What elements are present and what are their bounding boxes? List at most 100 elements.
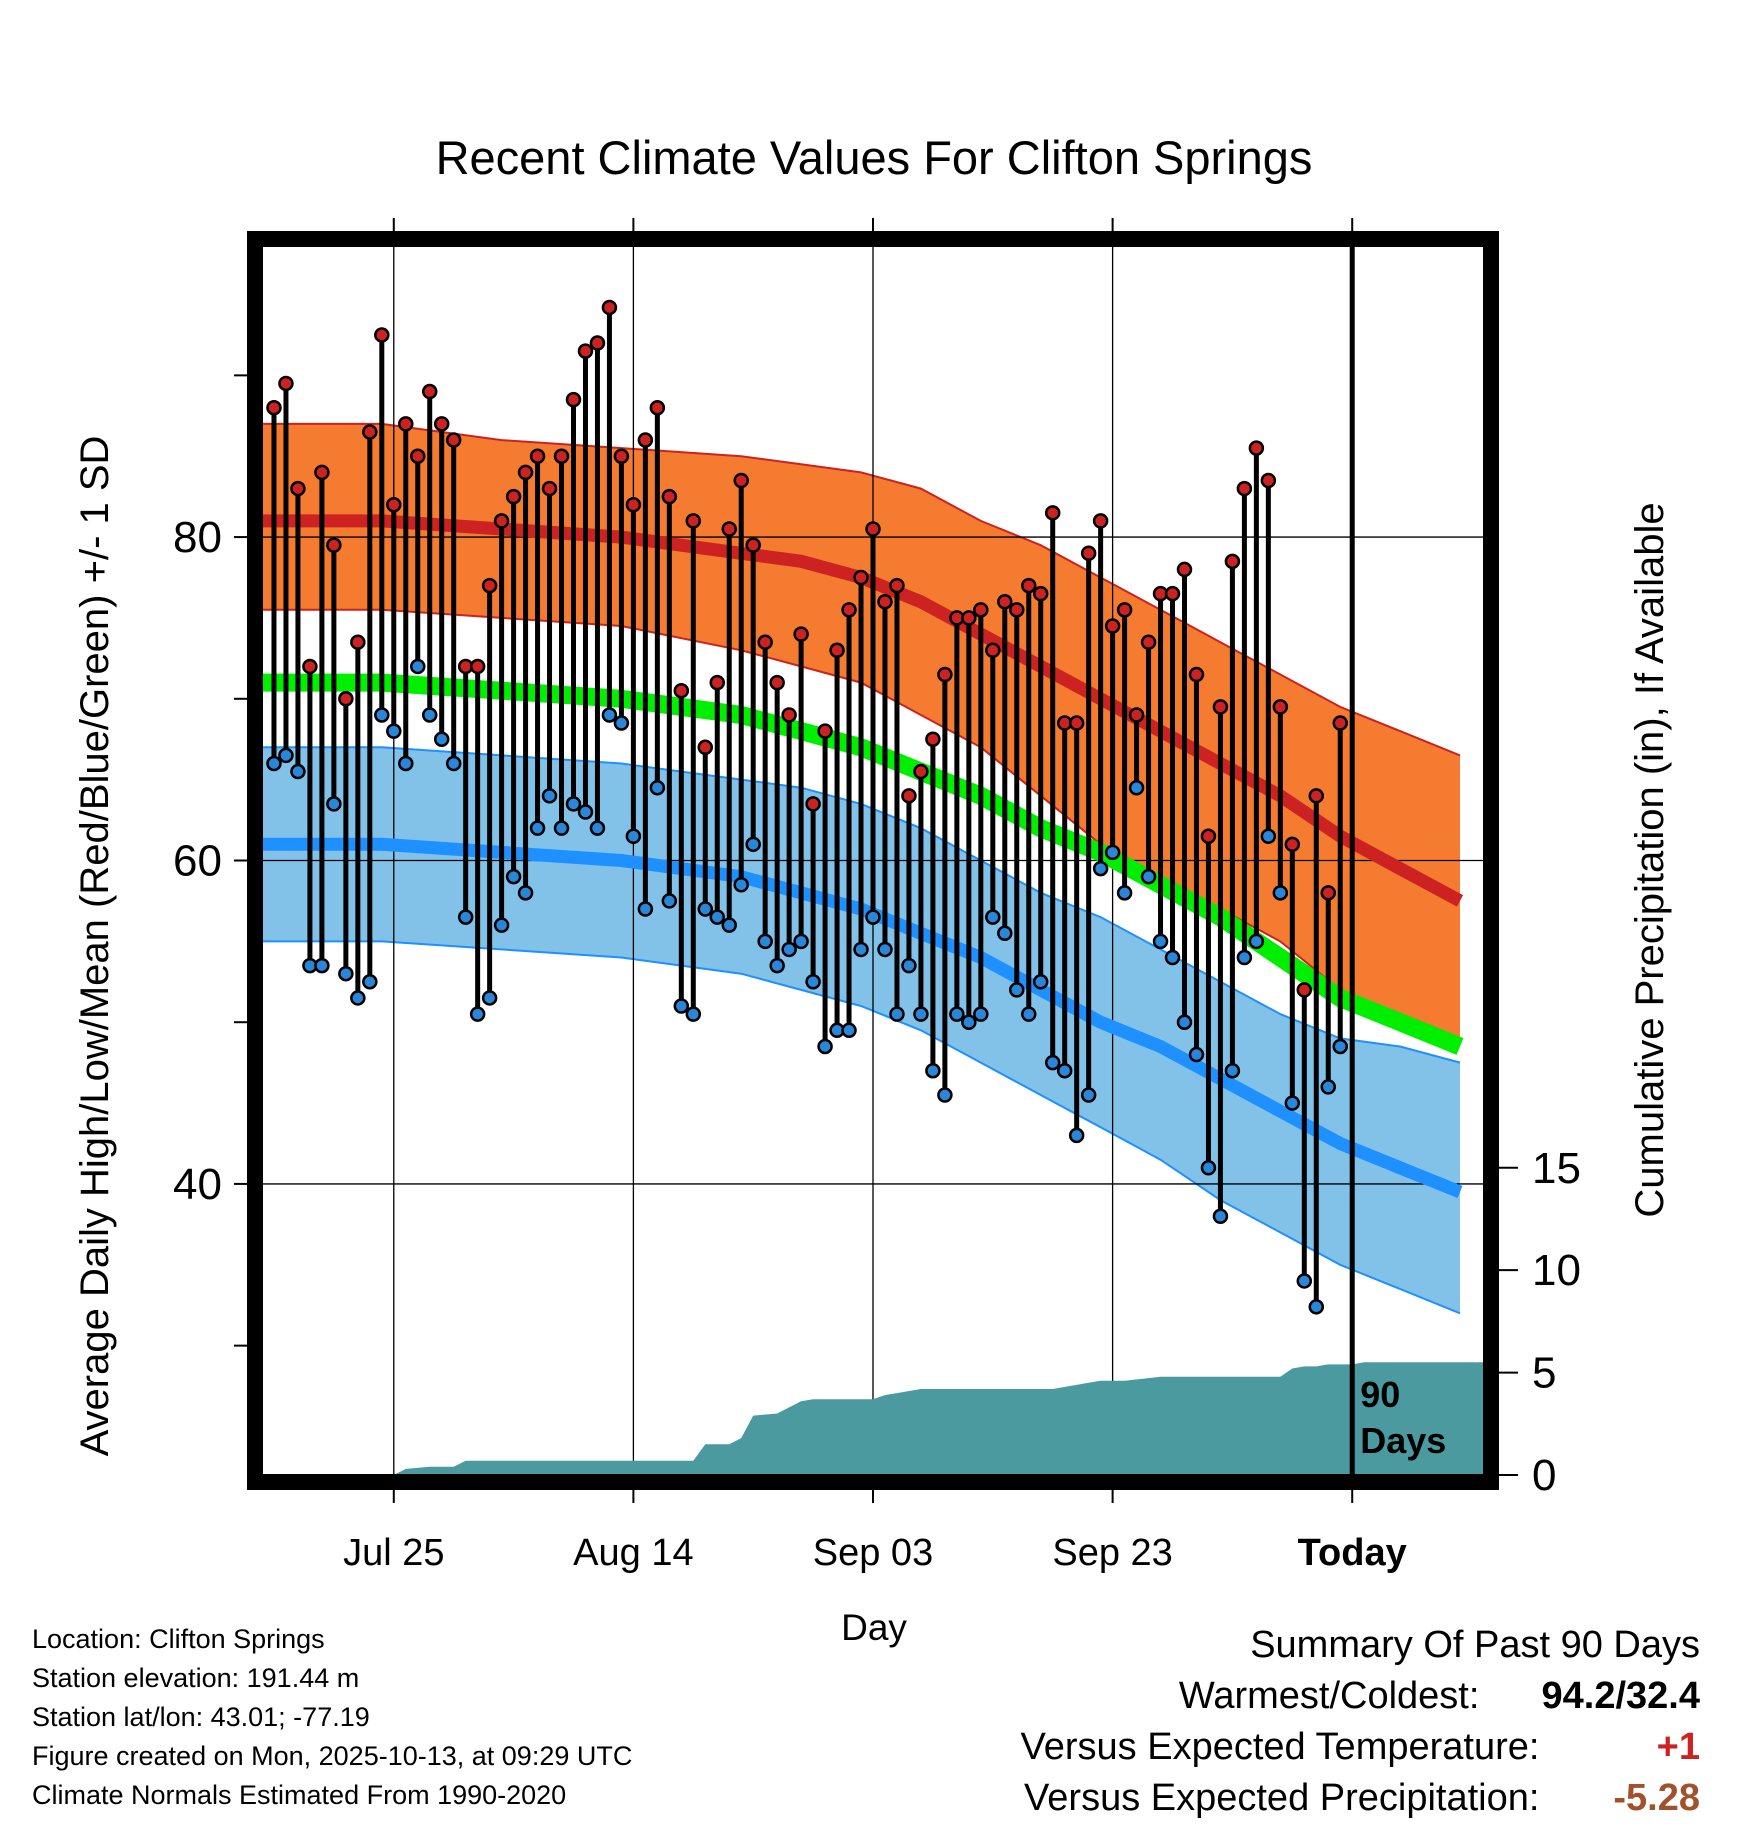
daily-low-point [769, 957, 785, 974]
daily-high-point [829, 642, 845, 659]
temp-row: Versus Expected Temperature: +1 [1021, 1722, 1700, 1773]
daily-high-point [721, 521, 737, 537]
y2-tick-label: 0 [1532, 1451, 1556, 1500]
x-tick-label: Jul 25 [343, 1532, 444, 1574]
daily-high-point [1320, 885, 1337, 901]
daily-high-point [889, 577, 905, 594]
temp-value: +1 [1656, 1726, 1700, 1768]
daily-low-point [1236, 949, 1253, 966]
y-tick-label: 80 [173, 513, 222, 562]
daily-high-point [290, 480, 306, 497]
daily-low-point [625, 828, 642, 844]
daily-high-point [493, 513, 510, 529]
daily-low-point [457, 909, 474, 925]
low-lower-edge [262, 940, 1461, 1315]
daily-low-point [1032, 974, 1049, 990]
precip-row: Versus Expected Precipitation: -5.28 [1021, 1773, 1700, 1824]
daily-high-point [1332, 715, 1348, 731]
daily-low-point [901, 957, 917, 974]
daily-low-point [1212, 1208, 1229, 1225]
daily-high-point [374, 327, 390, 343]
daily-low-point [1044, 1054, 1061, 1071]
daily-high-point [985, 642, 1001, 659]
daily-high-point [398, 416, 414, 432]
daily-high-point [1260, 472, 1277, 489]
latlon-text: Station lat/lon: 43.01; -77.19 [32, 1702, 370, 1732]
daily-high-point [805, 796, 821, 812]
plot-area: 90 Days [262, 246, 1484, 1475]
daily-high-point [505, 488, 522, 505]
daily-low-point [1188, 1046, 1205, 1063]
today-days-label-number: 90 [1360, 1374, 1400, 1415]
daily-high-point [661, 488, 678, 505]
daily-high-point [577, 343, 594, 359]
daily-low-point [1248, 933, 1265, 950]
daily-low-point [326, 796, 342, 812]
daily-high-point [1200, 828, 1217, 844]
daily-high-point [481, 577, 498, 594]
daily-low-point [1056, 1062, 1073, 1079]
daily-high-point [350, 634, 366, 650]
daily-high-point [302, 658, 318, 675]
daily-low-point [493, 917, 510, 933]
daily-high-point [913, 763, 929, 780]
y-tick-label: 60 [173, 837, 222, 886]
daily-low-point [973, 1006, 989, 1022]
daily-high-point [433, 416, 450, 432]
daily-low-point [697, 901, 714, 917]
daily-low-point [817, 1038, 833, 1055]
daily-low-point [1140, 868, 1157, 885]
daily-high-point [937, 666, 953, 683]
daily-low-point [805, 974, 821, 990]
daily-low-point [398, 755, 414, 772]
daily-low-point [1068, 1127, 1085, 1144]
daily-low-point [433, 731, 450, 747]
daily-low-point [350, 990, 366, 1006]
axes: 40 60 80 0 5 10 15 Jul 25 Aug 14 Sep 03 Sep 23 Toda… [173, 218, 1581, 1574]
daily-low-point [1176, 1014, 1193, 1030]
daily-high-point [613, 448, 630, 464]
daily-high-point [1296, 982, 1313, 998]
daily-high-point [637, 432, 654, 448]
daily-low-point [338, 965, 354, 982]
daily-low-point [889, 1006, 905, 1022]
daily-low-point [505, 868, 522, 885]
daily-high-point [961, 610, 977, 626]
daily-low-point [1332, 1038, 1348, 1055]
daily-low-point [793, 933, 809, 950]
daily-high-point [1044, 505, 1061, 521]
daily-high-point [1176, 561, 1193, 578]
plot-content: 90 Days [262, 246, 1484, 1475]
daily-low-point [949, 1006, 965, 1022]
daily-high-point [733, 472, 749, 489]
daily-low-point [601, 707, 618, 723]
temp-label: Versus Expected Temperature: [1020, 1726, 1540, 1768]
daily-low-point [1308, 1299, 1325, 1315]
daily-high-point [757, 634, 773, 650]
daily-high-point [601, 299, 618, 316]
daily-high-point [1140, 634, 1157, 650]
daily-low-point [733, 877, 749, 893]
high-upper-edge [262, 422, 1461, 757]
plot-frame [247, 231, 1499, 1490]
daily-low-point [937, 1087, 953, 1103]
daily-high-point [1188, 666, 1205, 683]
daily-low-point [421, 707, 438, 723]
daily-low-point [445, 755, 462, 772]
daily-low-point [1116, 885, 1133, 901]
daily-high-point [925, 731, 941, 747]
daily-high-point [865, 521, 881, 537]
daily-low-point [781, 941, 797, 958]
summary-panel: Summary Of Past 90 Days Warmest/Coldest:… [1021, 1620, 1700, 1824]
daily-low-point [1284, 1095, 1301, 1111]
x-tick-label: Aug 14 [573, 1532, 693, 1574]
daily-low-point [877, 941, 893, 958]
daily-low-point [565, 796, 582, 812]
daily-high-point [1164, 585, 1181, 602]
daily-low-point [997, 925, 1013, 942]
daily-low-point [1152, 933, 1169, 950]
daily-low-point [1272, 885, 1289, 901]
daily-high-point [625, 496, 642, 513]
daily-high-point [1020, 577, 1037, 594]
